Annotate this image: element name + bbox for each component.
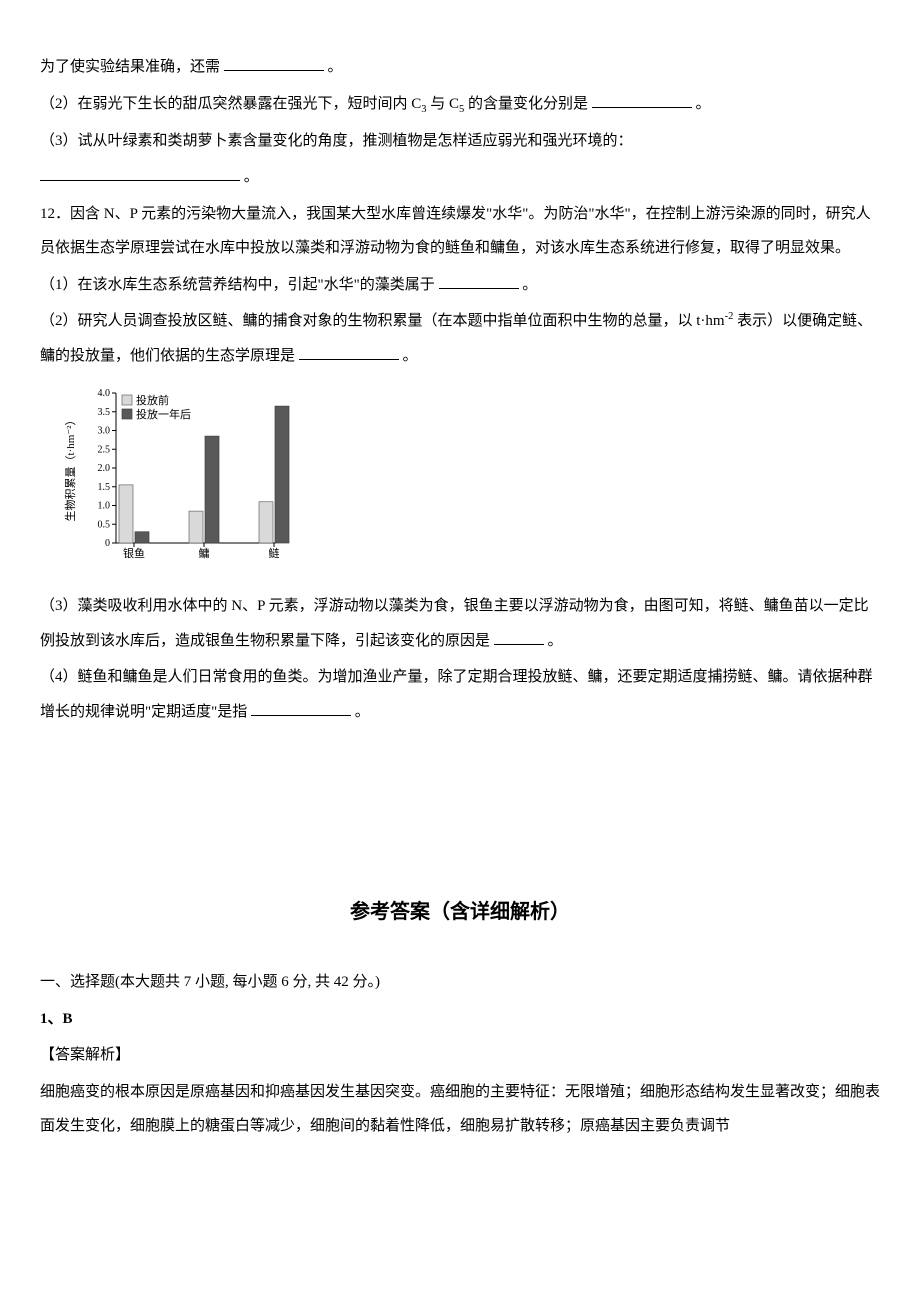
blank xyxy=(299,345,399,360)
text: 。 xyxy=(328,59,343,75)
blank xyxy=(40,166,240,181)
svg-text:鳙: 鳙 xyxy=(199,546,210,560)
q12-sub2: （2）研究人员调查投放区鲢、鳙的捕食对象的生物积累量（在本题中指单位面积中生物的… xyxy=(40,304,880,373)
q11-part1: 为了使实验结果准确，还需 。 xyxy=(40,50,880,85)
text: （3）藻类吸收利用水体中的 N、P 元素，浮游动物以藻类为食，银鱼主要以浮游动物… xyxy=(40,598,869,649)
text: （1）在该水库生态系统营养结构中，引起"水华"的藻类属于 xyxy=(40,277,435,293)
blank xyxy=(494,630,544,645)
answer1-number: 1、B xyxy=(40,1002,880,1037)
answers-heading: 参考答案（含详细解析） xyxy=(40,889,880,935)
text: 。 xyxy=(244,169,259,185)
answer1-head: 【答案解析】 xyxy=(40,1038,880,1073)
blank xyxy=(592,93,692,108)
q12-sub1: （1）在该水库生态系统营养结构中，引起"水华"的藻类属于 。 xyxy=(40,268,880,303)
svg-text:0.5: 0.5 xyxy=(98,519,111,530)
blank xyxy=(439,274,519,289)
biomass-chart: 0 0.5 1.0 1.5 2.0 2.5 3.0 3.5 4.0 生物积累量（t·hm⁻²） 银鱼… xyxy=(60,381,290,581)
q12-stem: 12．因含 N、P 元素的污染物大量流入，我国某大型水库曾连续爆发"水华"。为防… xyxy=(40,197,880,266)
text: 1、B xyxy=(40,1011,73,1027)
text: 。 xyxy=(696,96,711,112)
svg-text:0: 0 xyxy=(105,538,110,549)
text: 与 C xyxy=(430,96,459,112)
svg-text:投放前: 投放前 xyxy=(136,393,169,407)
q11-part2: （2）在弱光下生长的甜瓜突然暴露在强光下，短时间内 C3 与 C5 的含量变化分… xyxy=(40,87,880,122)
svg-text:投放一年后: 投放一年后 xyxy=(136,407,191,421)
text: 一、选择题(本大题共 7 小题, 每小题 6 分, 共 42 分。) xyxy=(40,974,380,990)
chart-svg: 0 0.5 1.0 1.5 2.0 2.5 3.0 3.5 4.0 生物积累量（t·hm⁻²） 银鱼… xyxy=(60,381,290,581)
text: （2）在弱光下生长的甜瓜突然暴露在强光下，短时间内 C xyxy=(40,96,421,112)
subscript-3: 3 xyxy=(421,104,426,115)
text: 。 xyxy=(355,704,370,720)
svg-text:生物积累量（t·hm⁻²）: 生物积累量（t·hm⁻²） xyxy=(63,415,77,522)
text: （2）研究人员调查投放区鲢、鳙的捕食对象的生物积累量（在本题中指单位面积中生物的… xyxy=(40,313,725,329)
blank xyxy=(224,56,324,71)
svg-text:2.0: 2.0 xyxy=(98,463,111,474)
svg-text:3.0: 3.0 xyxy=(98,426,111,437)
q12-sub4: （4）鲢鱼和鳙鱼是人们日常食用的鱼类。为增加渔业产量，除了定期合理投放鲢、鳙，还… xyxy=(40,660,880,729)
subscript-5: 5 xyxy=(459,104,464,115)
svg-text:鲢: 鲢 xyxy=(269,546,280,560)
text: 的含量变化分别是 xyxy=(468,96,588,112)
text: 。 xyxy=(522,277,537,293)
text: 细胞癌变的根本原因是原癌基因和抑癌基因发生基因突变。癌细胞的主要特征：无限增殖；… xyxy=(40,1084,880,1135)
q11-part3: （3）试从叶绿素和类胡萝卜素含量变化的角度，推测植物是怎样适应弱光和强光环境的： xyxy=(40,124,880,159)
text: 为了使实验结果准确，还需 xyxy=(40,59,220,75)
text: 参考答案（含详细解析） xyxy=(350,901,570,923)
text: 。 xyxy=(403,348,418,364)
text: （4）鲢鱼和鳙鱼是人们日常食用的鱼类。为增加渔业产量，除了定期合理投放鲢、鳙，还… xyxy=(40,669,873,720)
answer1-body: 细胞癌变的根本原因是原癌基因和抑癌基因发生基因突变。癌细胞的主要特征：无限增殖；… xyxy=(40,1075,880,1144)
blank xyxy=(251,701,351,716)
svg-text:3.5: 3.5 xyxy=(98,407,111,418)
text: 12．因含 N、P 元素的污染物大量流入，我国某大型水库曾连续爆发"水华"。为防… xyxy=(40,206,871,257)
svg-text:4.0: 4.0 xyxy=(98,388,111,399)
text: 。 xyxy=(548,633,563,649)
text: 【答案解析】 xyxy=(40,1047,130,1063)
q12-sub3: （3）藻类吸收利用水体中的 N、P 元素，浮游动物以藻类为食，银鱼主要以浮游动物… xyxy=(40,589,880,658)
svg-text:银鱼: 银鱼 xyxy=(123,546,145,560)
svg-text:1.0: 1.0 xyxy=(98,501,111,512)
svg-text:2.5: 2.5 xyxy=(98,444,111,455)
superscript-neg2: -2 xyxy=(725,311,734,322)
text: （3）试从叶绿素和类胡萝卜素含量变化的角度，推测植物是怎样适应弱光和强光环境的： xyxy=(40,133,633,149)
section1-heading: 一、选择题(本大题共 7 小题, 每小题 6 分, 共 42 分。) xyxy=(40,965,880,1000)
svg-text:1.5: 1.5 xyxy=(98,482,111,493)
q11-part3-blank: 。 xyxy=(40,160,880,195)
